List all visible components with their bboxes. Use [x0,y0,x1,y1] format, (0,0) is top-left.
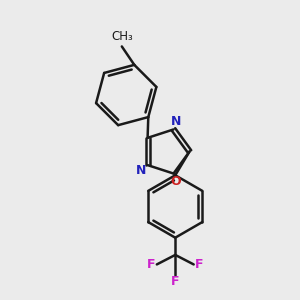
Text: N: N [136,164,146,176]
Text: CH₃: CH₃ [111,30,133,43]
Text: N: N [171,115,181,128]
Text: F: F [147,258,156,271]
Text: F: F [195,258,203,271]
Text: O: O [171,175,182,188]
Text: F: F [171,274,179,288]
